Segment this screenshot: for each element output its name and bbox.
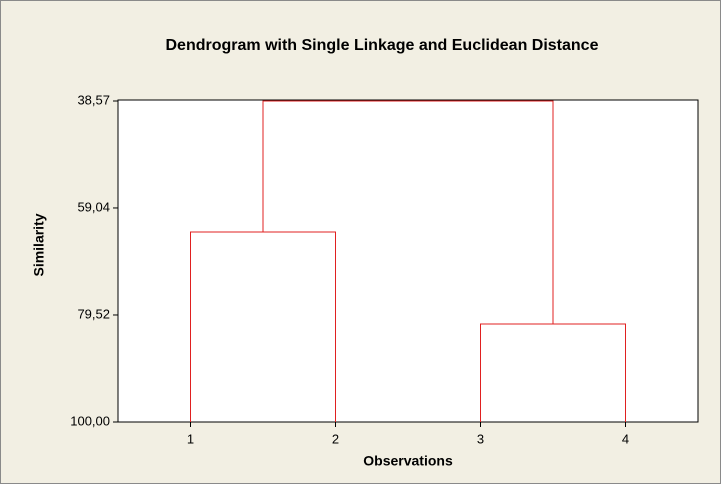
chart-title: Dendrogram with Single Linkage and Eucli… xyxy=(166,37,599,54)
y-tick-label: 79,52 xyxy=(77,306,110,321)
y-tick-label: 59,04 xyxy=(77,199,110,214)
y-axis-label: Similarity xyxy=(31,213,47,276)
x-tick-label: 1 xyxy=(187,431,194,446)
x-axis-label: Observations xyxy=(363,453,453,469)
x-tick-label: 2 xyxy=(332,431,339,446)
dendrogram-link xyxy=(262,100,554,325)
y-tick-label: 100,00 xyxy=(70,413,110,428)
plot-area xyxy=(117,99,699,423)
dendrogram-link xyxy=(480,323,626,422)
y-tick-label: 38,57 xyxy=(77,92,110,107)
x-tick-label: 4 xyxy=(622,431,629,446)
x-tick-label: 3 xyxy=(477,431,484,446)
